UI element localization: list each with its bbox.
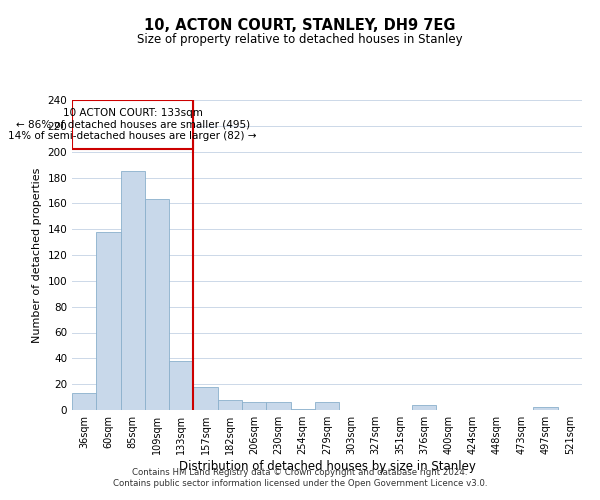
Text: 10, ACTON COURT, STANLEY, DH9 7EG: 10, ACTON COURT, STANLEY, DH9 7EG bbox=[144, 18, 456, 32]
Bar bbox=[72, 393, 96, 410]
Text: Size of property relative to detached houses in Stanley: Size of property relative to detached ho… bbox=[137, 32, 463, 46]
Y-axis label: Number of detached properties: Number of detached properties bbox=[32, 168, 42, 342]
Bar bbox=[96, 232, 121, 410]
Bar bbox=[266, 402, 290, 410]
Bar bbox=[121, 171, 145, 410]
FancyBboxPatch shape bbox=[72, 100, 193, 149]
Bar bbox=[533, 408, 558, 410]
Bar bbox=[169, 361, 193, 410]
X-axis label: Distribution of detached houses by size in Stanley: Distribution of detached houses by size … bbox=[179, 460, 475, 473]
Bar bbox=[315, 402, 339, 410]
Bar bbox=[412, 405, 436, 410]
Bar bbox=[218, 400, 242, 410]
Bar bbox=[290, 408, 315, 410]
Bar bbox=[193, 387, 218, 410]
Bar bbox=[145, 200, 169, 410]
Bar bbox=[242, 402, 266, 410]
Text: Contains HM Land Registry data © Crown copyright and database right 2024.
Contai: Contains HM Land Registry data © Crown c… bbox=[113, 468, 487, 487]
Text: 10 ACTON COURT: 133sqm
← 86% of detached houses are smaller (495)
14% of semi-de: 10 ACTON COURT: 133sqm ← 86% of detached… bbox=[8, 108, 257, 141]
